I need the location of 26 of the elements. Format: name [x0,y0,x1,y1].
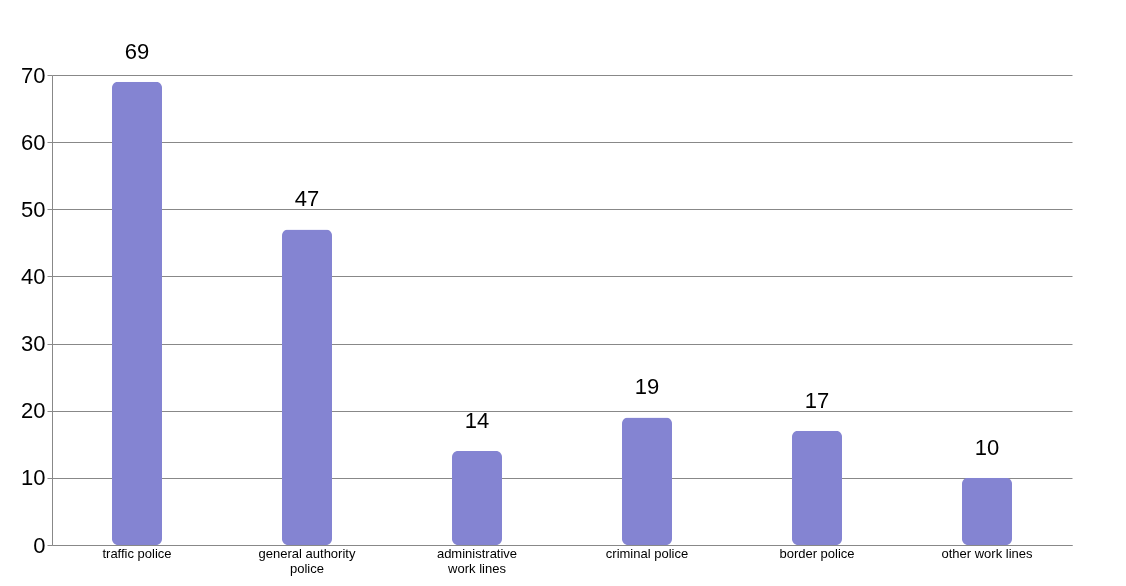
y-tick-label: 40 [21,263,46,289]
y-tick-label: 70 [21,62,46,88]
y-tick-label: 0 [33,532,46,558]
data-label: 14 [464,408,490,433]
x-tick-label: other work lines [941,545,1034,561]
x-tick-label: administrative work lines [436,545,518,576]
bar [112,81,162,545]
data-label: 19 [634,374,660,400]
data-label: 69 [124,38,150,64]
bar [792,430,842,545]
y-tick-label: 30 [21,331,46,357]
x-tick-label: border police [779,545,855,561]
bar [622,417,672,545]
data-label: 47 [294,186,320,212]
y-tick-label: 60 [21,129,46,155]
data-label: 17 [804,387,830,413]
x-tick-label: traffic police [102,545,172,561]
bar [452,451,502,545]
data-label: 10 [974,434,1000,460]
y-tick-label: 10 [21,465,46,491]
x-tick-label: criminal police [605,545,689,561]
x-tick-label: general authority police [258,545,356,576]
y-tick-label: 50 [21,196,46,222]
y-tick-label: 20 [21,398,46,424]
bar [962,477,1012,545]
bar [282,229,332,545]
